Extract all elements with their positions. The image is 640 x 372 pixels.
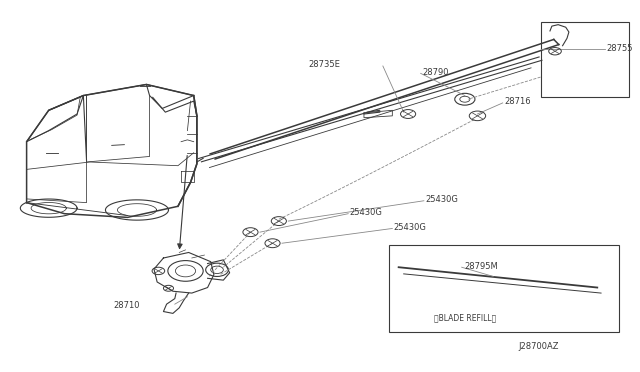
- Text: 28735E: 28735E: [308, 60, 340, 70]
- Text: 28790: 28790: [422, 68, 449, 77]
- Bar: [389, 245, 620, 332]
- Text: 25430G: 25430G: [349, 208, 382, 217]
- Bar: [541, 22, 628, 97]
- Text: 25430G: 25430G: [425, 195, 458, 204]
- Text: 28710: 28710: [114, 301, 140, 310]
- Text: 28795M: 28795M: [465, 262, 499, 271]
- Text: 28755: 28755: [607, 44, 633, 53]
- Text: 〈BLADE REFILL〉: 〈BLADE REFILL〉: [434, 314, 496, 323]
- Text: 28716: 28716: [504, 97, 531, 106]
- Text: 25430G: 25430G: [394, 223, 426, 232]
- Text: J28700AZ: J28700AZ: [518, 342, 559, 351]
